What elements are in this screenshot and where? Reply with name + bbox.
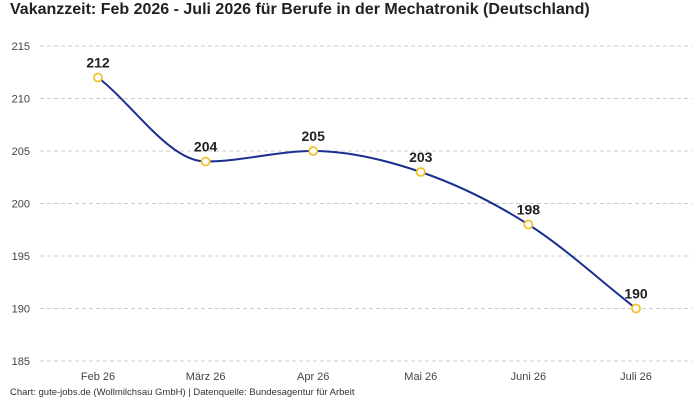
y-tick-label: 190 [12,304,30,316]
chart-title: Vakanzzeit: Feb 2026 - Juli 2026 für Ber… [10,1,590,18]
chart-source-footer: Chart: gute-jobs.de (Wollmilchsau GmbH) … [10,387,355,398]
data-label: 190 [624,286,648,302]
x-axis: Feb 26 März 26 Apr 26 Mai 26 Juni 26 Juli 26 [81,371,652,383]
y-tick-label: 185 [12,356,30,368]
data-label: 212 [86,55,110,71]
data-point [93,72,103,83]
x-tick-label: Juli 26 [620,371,652,383]
y-tick-label: 200 [12,199,30,211]
data-label: 203 [409,149,433,165]
y-tick-label: 195 [12,251,30,263]
y-axis: 185 190 195 200 205 210 215 [12,41,30,368]
x-tick-label: März 26 [186,371,226,383]
data-label: 205 [302,128,326,144]
data-label: 204 [194,139,218,155]
series-line [97,76,637,310]
x-tick-label: Apr 26 [297,371,329,383]
data-point [631,303,641,314]
data-labels: 212 204 205 203 198 190 [86,55,648,302]
grid-lines [40,45,692,362]
x-tick-label: Juni 26 [511,371,546,383]
data-point [308,146,319,156]
data-markers [93,72,641,314]
y-tick-label: 215 [12,41,30,53]
x-tick-label: Mai 26 [404,371,437,383]
data-point [523,219,534,230]
data-point [415,167,426,177]
data-label: 198 [517,202,541,218]
y-tick-label: 205 [12,146,30,158]
y-tick-label: 210 [12,94,30,106]
data-point [200,156,211,167]
x-tick-label: Feb 26 [81,371,115,383]
